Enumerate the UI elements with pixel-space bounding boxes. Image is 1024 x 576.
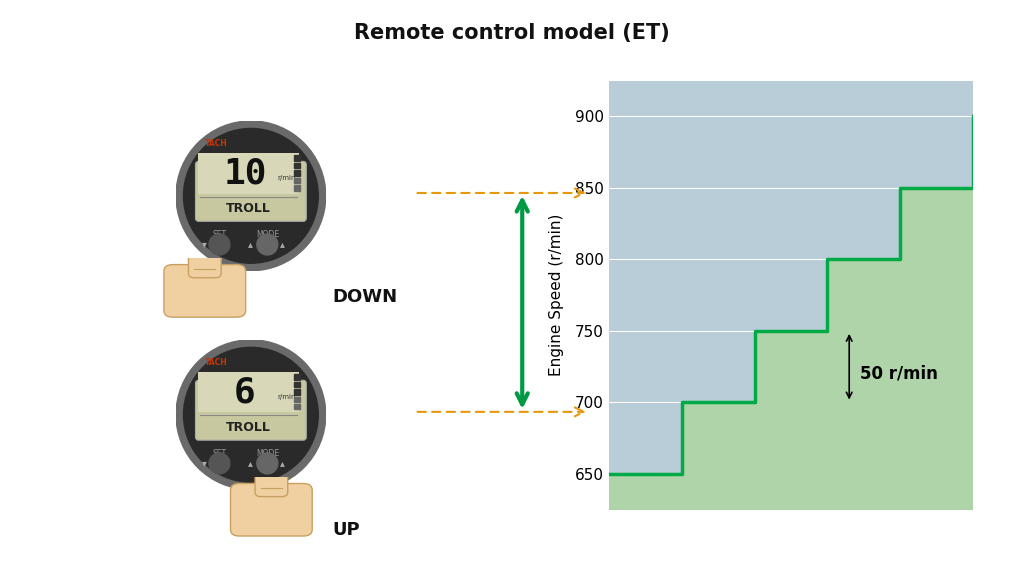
Text: ▴: ▴ [280, 240, 285, 249]
Text: ▾: ▾ [202, 240, 207, 249]
Text: ▴: ▴ [249, 240, 253, 249]
Bar [294, 374, 300, 380]
Bar [294, 156, 300, 161]
FancyBboxPatch shape [196, 161, 306, 221]
FancyBboxPatch shape [199, 153, 299, 194]
Text: ▾: ▾ [202, 458, 207, 468]
Text: TACH: TACH [205, 139, 227, 148]
Circle shape [257, 453, 278, 474]
Bar [294, 397, 300, 402]
FancyBboxPatch shape [255, 461, 288, 497]
Bar [294, 170, 300, 176]
Text: r/min: r/min [278, 394, 296, 400]
Text: MODE: MODE [256, 449, 279, 458]
Bar [294, 178, 300, 183]
Circle shape [209, 453, 230, 474]
Bar [294, 404, 300, 410]
Text: ▴: ▴ [249, 458, 253, 468]
Polygon shape [609, 116, 973, 510]
Text: 6: 6 [234, 375, 256, 410]
Text: 50 r/min: 50 r/min [860, 365, 938, 383]
Circle shape [176, 121, 326, 271]
FancyBboxPatch shape [164, 264, 246, 317]
FancyBboxPatch shape [196, 380, 306, 440]
FancyBboxPatch shape [199, 372, 299, 412]
Text: TROLL: TROLL [226, 421, 271, 434]
Circle shape [183, 347, 318, 482]
Bar [294, 185, 300, 191]
Text: TACH: TACH [205, 358, 227, 367]
Text: r/min: r/min [278, 175, 296, 181]
Circle shape [183, 128, 318, 263]
Y-axis label: Engine Speed (r/min): Engine Speed (r/min) [549, 214, 563, 376]
Text: ▴: ▴ [280, 458, 285, 468]
Text: MODE: MODE [256, 230, 279, 239]
FancyBboxPatch shape [230, 483, 312, 536]
Text: SET: SET [212, 449, 226, 458]
Circle shape [209, 234, 230, 255]
Bar [294, 382, 300, 387]
Bar [294, 389, 300, 395]
Text: UP: UP [333, 521, 360, 539]
Circle shape [257, 234, 278, 255]
FancyBboxPatch shape [188, 242, 221, 278]
Text: TROLL: TROLL [226, 202, 271, 215]
Bar [294, 163, 300, 168]
Text: Remote control model (ET): Remote control model (ET) [354, 23, 670, 43]
Text: DOWN: DOWN [333, 287, 398, 306]
Text: SET: SET [212, 230, 226, 239]
Circle shape [176, 340, 326, 490]
Text: 10: 10 [223, 156, 266, 191]
